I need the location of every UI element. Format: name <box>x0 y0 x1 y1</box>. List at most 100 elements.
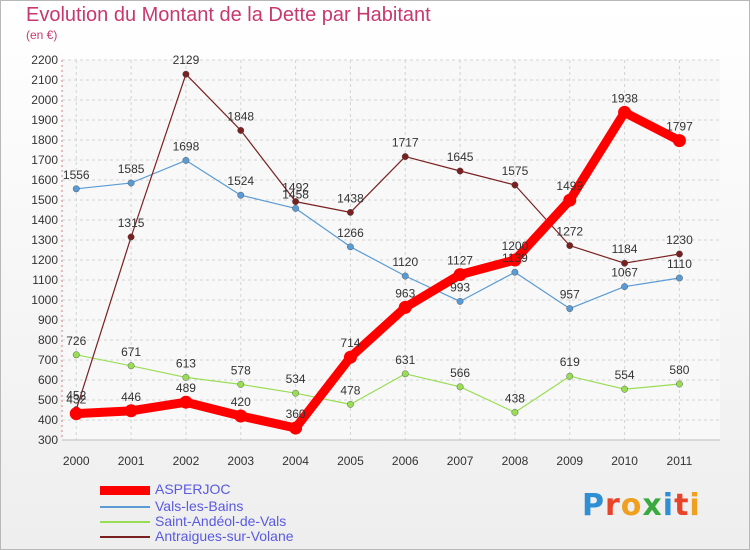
data-point-vals-les-bains <box>72 185 80 193</box>
data-point-vals-les-bains <box>127 179 135 187</box>
x-tick-label: 2006 <box>392 454 419 468</box>
proxiti-logo: Proxiti <box>582 488 701 523</box>
logo-letter: P <box>582 488 605 523</box>
data-point-vals-les-bains <box>292 204 299 212</box>
data-point-saint-andeol-de-vals <box>237 380 245 388</box>
x-tick-label: 2004 <box>282 454 309 468</box>
data-label-saint-andeol-de-vals: 478 <box>340 383 360 397</box>
data-point-vals-les-bains <box>676 274 683 282</box>
legend-swatch-asperjoc <box>100 486 150 495</box>
data-label-antraigues-sur-volane: 2129 <box>173 53 200 67</box>
data-label-saint-andeol-de-vals: 671 <box>121 345 141 359</box>
data-label-vals-les-bains: 957 <box>560 288 580 302</box>
data-label-vals-les-bains: 1524 <box>227 174 254 188</box>
data-label-vals-les-bains: 1266 <box>337 226 364 240</box>
data-label-saint-andeol-de-vals: 580 <box>669 363 689 377</box>
data-label-asperjoc: 420 <box>231 395 251 409</box>
x-tick-label: 2011 <box>667 454 693 468</box>
data-label-saint-andeol-de-vals: 554 <box>615 368 635 382</box>
x-tick-label: 2007 <box>447 454 474 468</box>
y-tick-label: 1000 <box>31 293 58 307</box>
chart-subtitle: (en €) <box>26 28 58 42</box>
data-point-antraigues-sur-volane <box>621 259 628 267</box>
x-tick-label: 2001 <box>118 454 145 468</box>
line-chart: 300 400 500 600 700 800 900 1000 1100 1200 1300 140… <box>31 53 720 468</box>
legend-swatch-vals-les-bains <box>100 506 150 508</box>
y-tick-label: 500 <box>38 393 58 407</box>
x-tick-label: 2009 <box>556 454 583 468</box>
logo-letter: i <box>662 488 675 523</box>
data-label-antraigues-sur-volane: 1230 <box>666 233 693 247</box>
legend-label-vals-les-bains: Vals-les-Bains <box>155 498 244 514</box>
legend-swatch-antraigues-sur-volane <box>100 536 150 538</box>
data-label-vals-les-bains: 1139 <box>502 251 528 265</box>
y-tick-label: 600 <box>38 373 58 387</box>
data-point-asperjoc <box>398 300 412 314</box>
logo-letter: t <box>674 488 690 523</box>
data-point-asperjoc <box>289 421 303 435</box>
chart-title: Evolution du Montant de la Dette par Hab… <box>26 4 431 26</box>
data-point-antraigues-sur-volane <box>182 70 190 78</box>
x-tick-label: 2010 <box>611 454 638 468</box>
data-point-saint-andeol-de-vals <box>456 383 464 391</box>
data-label-asperjoc: 1200 <box>502 239 529 253</box>
data-point-vals-les-bains <box>347 243 354 251</box>
data-label-saint-andeol-de-vals: 534 <box>286 372 306 386</box>
data-point-saint-andeol-de-vals <box>347 400 354 408</box>
data-point-asperjoc <box>508 253 522 267</box>
data-point-vals-les-bains <box>456 297 464 305</box>
data-label-saint-andeol-de-vals: 613 <box>176 356 196 370</box>
data-label-asperjoc: 963 <box>395 286 415 300</box>
data-point-asperjoc <box>179 395 193 409</box>
data-label-asperjoc: 432 <box>66 393 86 407</box>
data-label-antraigues-sur-volane: 1184 <box>612 242 638 256</box>
y-tick-label: 1500 <box>31 193 58 207</box>
logo-letter: x <box>642 488 663 523</box>
data-label-saint-andeol-de-vals: 619 <box>560 355 580 369</box>
data-point-vals-les-bains <box>182 156 190 164</box>
data-label-saint-andeol-de-vals: 566 <box>450 366 470 380</box>
data-label-antraigues-sur-volane: 1848 <box>227 109 254 123</box>
legend-swatch-saint-andeol-de-vals <box>100 521 150 523</box>
data-label-asperjoc: 714 <box>340 336 360 350</box>
data-point-saint-andeol-de-vals <box>511 408 519 416</box>
y-tick-label: 400 <box>38 413 58 427</box>
data-point-antraigues-sur-volane <box>292 198 299 206</box>
data-point-antraigues-sur-volane <box>347 208 354 216</box>
y-tick-label: 1300 <box>31 233 58 247</box>
logo-letter: r <box>605 488 621 523</box>
data-label-asperjoc: 1499 <box>556 179 583 193</box>
data-label-asperjoc: 489 <box>176 381 196 395</box>
series-line-saint-andeol-de-vals <box>76 354 680 413</box>
data-point-saint-andeol-de-vals <box>292 389 299 397</box>
data-label-vals-les-bains: 1556 <box>63 168 90 182</box>
y-tick-label: 2000 <box>31 93 58 107</box>
data-point-asperjoc <box>234 409 248 423</box>
legend-label-saint-andeol-de-vals: Saint-Andéol-de-Vals <box>155 513 287 529</box>
y-tick-label: 900 <box>38 313 58 327</box>
data-point-antraigues-sur-volane <box>456 167 464 175</box>
data-label-vals-les-bains: 1110 <box>667 257 692 271</box>
plot-area <box>62 60 720 440</box>
legend-label-asperjoc: ASPERJOC <box>155 481 231 497</box>
data-point-saint-andeol-de-vals <box>72 351 80 359</box>
data-point-asperjoc <box>563 193 577 207</box>
data-point-antraigues-sur-volane <box>566 242 574 250</box>
data-point-saint-andeol-de-vals <box>676 380 683 388</box>
data-label-asperjoc: 1938 <box>611 91 638 105</box>
data-label-vals-les-bains: 1458 <box>282 187 309 201</box>
data-label-antraigues-sur-volane: 452 <box>66 389 86 403</box>
data-label-saint-andeol-de-vals: 438 <box>505 391 525 405</box>
x-tick-label: 2000 <box>63 454 90 468</box>
data-point-vals-les-bains <box>621 283 628 290</box>
data-label-vals-les-bains: 1585 <box>118 162 145 176</box>
data-label-antraigues-sur-volane: 1438 <box>337 191 364 205</box>
data-point-asperjoc <box>69 407 83 421</box>
data-point-asperjoc <box>618 105 632 119</box>
logo-letter: i <box>689 488 701 523</box>
y-tick-label: 2200 <box>31 53 58 67</box>
data-point-antraigues-sur-volane <box>676 250 683 258</box>
data-label-vals-les-bains: 1067 <box>611 266 638 280</box>
y-tick-label: 800 <box>38 333 58 347</box>
y-tick-label: 1400 <box>31 213 58 227</box>
